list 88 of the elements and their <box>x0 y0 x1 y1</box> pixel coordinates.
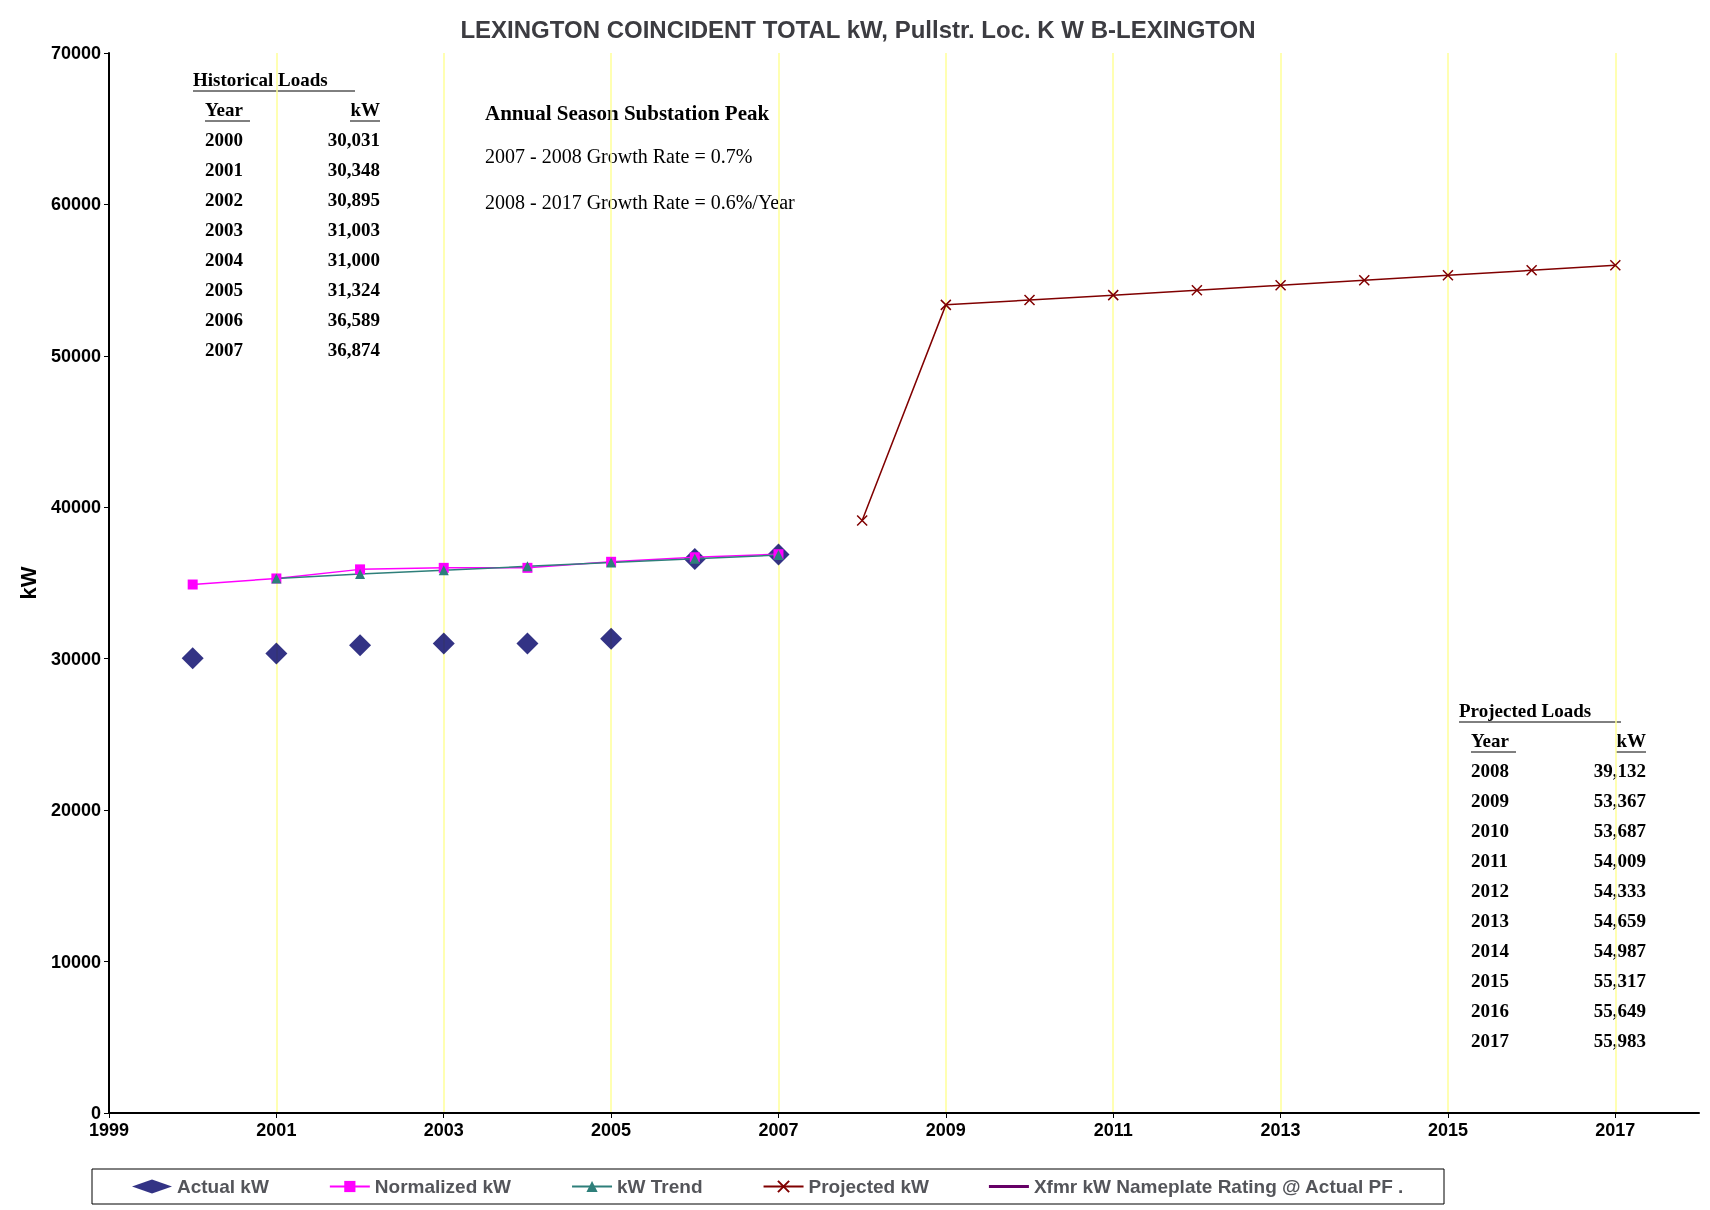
point <box>1023 294 1036 306</box>
x-tick-label: 2001 <box>256 1120 297 1140</box>
annotation: 2009 <box>1471 790 1509 811</box>
legend-label: Normalized kW <box>374 1176 512 1197</box>
annotation: 36,589 <box>327 309 380 330</box>
annotation: 2017 <box>1471 1030 1510 1051</box>
annotation: 31,000 <box>327 249 380 270</box>
annotation: 53,687 <box>1593 820 1647 841</box>
point <box>432 632 455 655</box>
chart-title: LEXINGTON COINCIDENT TOTAL kW, Pullstr. Loc. K W B-LEXINGTON <box>460 15 1256 43</box>
point <box>355 568 366 579</box>
y-tick-label: 30000 <box>50 648 101 669</box>
annotation: 30,348 <box>327 159 380 180</box>
annotation: 2001 <box>205 159 243 180</box>
annotation: 55,649 <box>1593 1000 1646 1021</box>
x-tick-label: 2013 <box>1260 1120 1301 1140</box>
annotation: 2015 <box>1471 970 1509 991</box>
annotation: 2006 <box>205 309 243 330</box>
annotation: 39,132 <box>1593 760 1646 781</box>
annotation: 31,324 <box>327 279 381 300</box>
y-tick-label: 0 <box>90 1103 101 1123</box>
annotation: 36,874 <box>327 339 381 360</box>
annotation: 2007 <box>205 339 244 360</box>
y-tick-label: 50000 <box>50 345 101 366</box>
y-tick-label: 40000 <box>50 497 101 518</box>
annotation: Year <box>205 99 244 120</box>
legend-label: Xfmr kW Nameplate Rating @ Actual PF . <box>1033 1176 1404 1197</box>
annotation: kW <box>350 99 380 120</box>
annotation: 2007 - 2008 Growth Rate = 0.7% <box>485 145 753 167</box>
annotation: kW <box>1616 730 1646 751</box>
y-tick-label: 20000 <box>50 800 101 821</box>
point <box>1191 284 1203 296</box>
annotation: 2011 <box>1471 850 1508 871</box>
annotation: Annual Season Substation Peak <box>485 100 770 125</box>
legend-label: kW Trend <box>617 1176 703 1197</box>
point <box>856 514 868 527</box>
y-tick-label: 70000 <box>50 43 101 63</box>
annotation: 2003 <box>205 219 243 240</box>
annotation: 2014 <box>1471 940 1510 961</box>
annotation: 2016 <box>1471 1000 1509 1021</box>
x-tick-label: 1999 <box>88 1120 130 1140</box>
point <box>181 647 204 670</box>
x-tick-label: 2007 <box>758 1120 799 1140</box>
y-tick-label: 10000 <box>50 951 101 972</box>
point <box>516 632 539 655</box>
annotation: 54,987 <box>1593 940 1647 961</box>
annotation: 2000 <box>205 129 243 150</box>
annotation: 30,031 <box>327 129 380 150</box>
point <box>1442 269 1454 282</box>
annotation: 2013 <box>1471 910 1509 931</box>
annotation: 2005 <box>205 279 243 300</box>
x-tick-label: 2015 <box>1427 1120 1468 1140</box>
point <box>1609 259 1622 272</box>
annotation: Historical Loads <box>193 69 328 90</box>
x-tick-label: 2003 <box>423 1120 464 1140</box>
annotation: 2012 <box>1471 880 1509 901</box>
point <box>600 627 623 650</box>
annotation: 2008 - 2017 Growth Rate = 0.6%/Year <box>485 191 796 213</box>
annotation: Year <box>1471 730 1510 751</box>
x-tick-label: 2017 <box>1595 1120 1636 1140</box>
legend-label: Actual kW <box>177 1176 269 1197</box>
annotation: 55,317 <box>1593 970 1647 991</box>
annotation: 2008 <box>1471 760 1509 781</box>
annotation: 54,333 <box>1593 880 1646 901</box>
point <box>265 642 288 665</box>
annotation: 2004 <box>205 249 244 270</box>
point <box>1358 274 1371 287</box>
annotation: 30,895 <box>327 189 380 210</box>
point <box>1274 279 1287 292</box>
point <box>187 579 198 590</box>
annotation: 2002 <box>205 189 243 210</box>
annotation: 31,003 <box>327 219 380 240</box>
annotation: 54,659 <box>1593 910 1646 931</box>
point <box>1525 264 1538 277</box>
annotation: Projected Loads <box>1459 700 1592 721</box>
annotation: 54,009 <box>1593 850 1646 871</box>
annotation: 2010 <box>1471 820 1509 841</box>
annotation: 53,367 <box>1593 790 1647 811</box>
x-tick-label: 2009 <box>925 1120 966 1140</box>
annotation: 55,983 <box>1593 1030 1646 1051</box>
point <box>940 299 952 311</box>
point <box>1107 289 1119 301</box>
x-tick-label: 2005 <box>591 1120 632 1140</box>
point <box>349 634 372 657</box>
y-tick-label: 60000 <box>50 194 101 215</box>
y-axis-title: kW <box>15 566 41 600</box>
legend-label: Projected kW <box>808 1176 929 1197</box>
x-tick-label: 2011 <box>1093 1120 1133 1140</box>
